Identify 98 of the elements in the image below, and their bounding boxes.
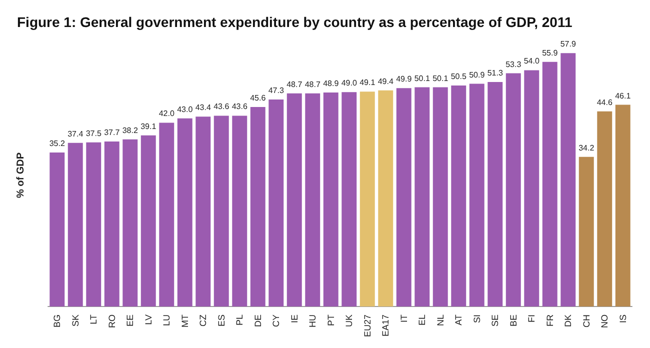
x-tick-label: AT	[454, 314, 464, 326]
bar	[360, 92, 375, 306]
bar	[597, 111, 612, 306]
x-tick-label: IE	[289, 314, 300, 323]
x-tick-label: FR	[544, 314, 555, 326]
x-tick-label: UK	[344, 314, 354, 327]
bar	[378, 90, 394, 306]
bar	[451, 86, 466, 306]
data-label: 43.0	[177, 104, 194, 114]
data-label: 49.1	[360, 78, 376, 88]
bar	[305, 93, 320, 306]
x-tick-label: IT	[398, 314, 409, 322]
bar	[542, 62, 558, 306]
data-label: 49.4	[378, 76, 394, 86]
data-label: 47.3	[268, 86, 284, 96]
bar	[177, 118, 192, 306]
data-label: 57.9	[560, 40, 576, 49]
bar	[578, 156, 594, 306]
x-tick-label: DK	[563, 314, 574, 327]
data-label: 45.6	[250, 93, 266, 102]
data-label: 51.3	[487, 68, 504, 78]
data-label: 43.6	[214, 102, 230, 112]
bar	[488, 82, 503, 306]
x-tick-label: HU	[308, 314, 318, 328]
bar	[524, 70, 540, 306]
data-label: 55.9	[542, 48, 558, 58]
bar	[196, 116, 211, 306]
x-tick-label: SI	[472, 314, 482, 323]
x-tick-label: BE	[508, 314, 518, 326]
x-tick-label: CZ	[198, 314, 208, 326]
data-label: 44.6	[596, 98, 613, 107]
x-tick-label: FI	[526, 314, 537, 322]
data-label: 34.2	[578, 143, 595, 152]
data-label: 54.0	[524, 56, 540, 66]
x-tick-label: PT	[326, 314, 336, 326]
bar	[342, 92, 357, 306]
data-label: 48.7	[304, 80, 321, 89]
bar	[250, 106, 266, 306]
bar	[104, 142, 120, 306]
data-label: 50.1	[414, 74, 430, 83]
bar	[159, 122, 174, 306]
bar	[323, 92, 338, 306]
bar	[86, 142, 102, 306]
data-label: 38.2	[122, 126, 138, 135]
data-label: 53.3	[506, 60, 522, 69]
x-tick-label: EE	[125, 314, 136, 326]
bar	[232, 116, 248, 306]
data-label: 46.1	[615, 91, 632, 100]
bar	[268, 100, 284, 306]
data-label: 50.5	[450, 72, 467, 82]
x-tick-label: EU27	[362, 314, 372, 337]
data-label: 48.9	[323, 79, 340, 88]
bar	[140, 135, 156, 306]
data-label: 49.0	[341, 78, 358, 88]
bar	[414, 87, 430, 306]
bar	[560, 53, 576, 306]
x-tick-label: CY	[271, 314, 282, 327]
bar	[286, 93, 302, 306]
x-tick-label: NL	[435, 314, 446, 326]
x-tick-label: DE	[252, 314, 263, 327]
bar	[214, 116, 229, 306]
data-label: 37.7	[104, 128, 120, 138]
x-tick-label: RO	[106, 314, 117, 328]
x-tick-label: SK	[70, 314, 80, 326]
x-tick-label: LT	[88, 314, 99, 324]
x-tick-label: BG	[52, 314, 62, 328]
x-tick-label: LV	[143, 314, 154, 325]
data-label: 37.5	[86, 128, 102, 138]
x-tick-label: MT	[180, 314, 190, 328]
chart-title: Figure 1: General government expenditure by country as a percentage of GDP, 2011	[17, 14, 572, 30]
x-tick-label: LU	[162, 314, 172, 326]
bar	[122, 139, 138, 306]
data-label: 39.1	[140, 122, 157, 131]
data-label: 48.7	[286, 80, 303, 89]
bar	[396, 88, 412, 306]
x-tick-label: EA17	[380, 314, 391, 337]
data-label: 50.1	[432, 74, 449, 83]
x-tick-label: ES	[216, 314, 226, 326]
data-label: 49.9	[396, 74, 412, 84]
y-axis-title: % of GDP	[16, 152, 26, 198]
data-label: 42.0	[158, 109, 175, 118]
x-tick-label: CH	[581, 314, 592, 328]
data-label: 35.2	[49, 138, 66, 148]
x-tick-label: SE	[490, 314, 500, 326]
data-label: 50.9	[469, 70, 486, 80]
bar	[615, 104, 630, 306]
bar	[506, 73, 521, 306]
bar	[432, 87, 448, 306]
data-label: 43.6	[232, 102, 248, 112]
x-tick-label: NO	[600, 314, 610, 328]
bar	[469, 84, 484, 306]
x-tick-label: PL	[234, 314, 245, 326]
x-tick-label: EL	[417, 314, 428, 326]
data-label: 43.4	[195, 103, 212, 112]
x-tick-label: IS	[618, 314, 628, 323]
bar	[68, 142, 83, 306]
bar	[50, 152, 65, 306]
data-label: 37.4	[68, 129, 84, 138]
